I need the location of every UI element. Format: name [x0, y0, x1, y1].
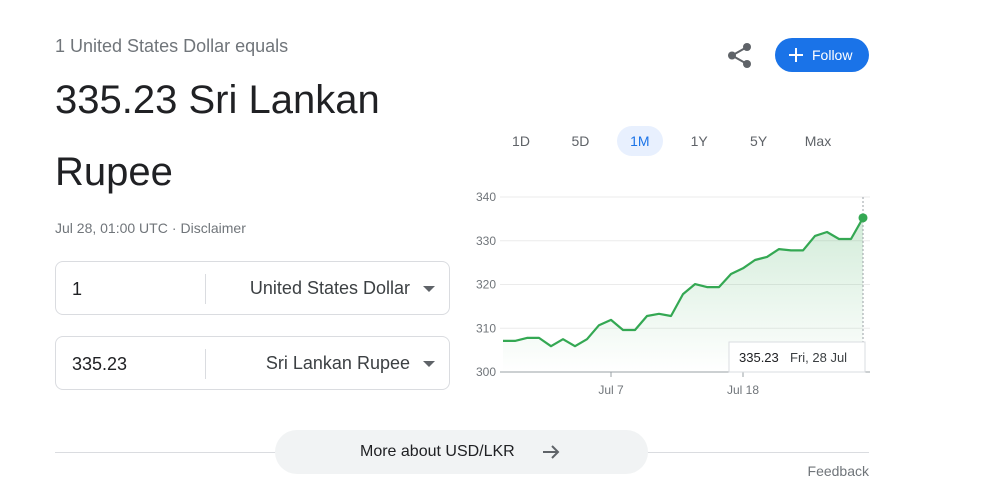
end-point — [858, 213, 868, 223]
amount[interactable]: 335.23 — [72, 354, 128, 374]
separator — [205, 349, 206, 379]
amount[interactable]: 1 — [72, 279, 83, 299]
range-tab[interactable]: Max — [804, 133, 832, 149]
to-input[interactable]: 335.23 Sri Lankan Rupee — [55, 336, 450, 390]
intro-text: 1 United States Dollar equals — [55, 36, 289, 56]
from-input[interactable]: 1 United States Dollar — [55, 261, 450, 315]
range-tab[interactable]: 1M — [616, 126, 663, 156]
range-tab[interactable]: 5Y — [750, 133, 768, 149]
more-button[interactable]: More about USD/LKR — [275, 430, 648, 474]
dropdown-arrow[interactable] — [423, 286, 435, 292]
range-tab[interactable]: 1Y — [690, 133, 708, 149]
tooltip-date: Fri, 28 Jul — [790, 350, 847, 365]
y-tick-label: 320 — [476, 278, 496, 292]
timestamp: Jul 28, 01:00 UTC — [55, 220, 168, 236]
dropdown-arrow[interactable] — [423, 361, 435, 367]
tooltip — [728, 341, 866, 373]
more-label: More about USD/LKR — [360, 443, 515, 460]
follow-label: Follow — [812, 47, 853, 63]
tooltip-value: 335.23 — [739, 350, 779, 365]
y-tick-label: 330 — [476, 234, 496, 248]
y-tick-label: 300 — [476, 365, 496, 379]
plus-icon — [789, 48, 803, 62]
separator — [205, 274, 206, 304]
timestamp-line: Jul 28, 01:00 UTC · Disclaimer — [55, 220, 250, 236]
currency-select[interactable]: United States Dollar — [249, 278, 410, 298]
line — [503, 217, 864, 348]
x-tick-label: Jul 18 — [727, 383, 759, 397]
y-tick-label: 340 — [476, 190, 496, 204]
y-tick-label: 310 — [476, 321, 496, 335]
currency-select[interactable]: Sri Lankan Rupee — [265, 353, 410, 373]
separator: · — [171, 220, 177, 236]
range-tab[interactable]: 1D — [512, 133, 530, 149]
feedback-link[interactable]: Feedback — [807, 463, 869, 479]
x-tick-label: Jul 7 — [598, 383, 624, 397]
arrow-icon — [543, 445, 560, 459]
result-text: 335.23 Sri Lankan Rupee — [55, 78, 380, 194]
share-icon[interactable] — [727, 42, 753, 69]
disclaimer-link[interactable]: Disclaimer — [180, 220, 246, 236]
follow-button[interactable]: Follow — [775, 38, 869, 72]
range-tab[interactable]: 5D — [571, 133, 590, 149]
